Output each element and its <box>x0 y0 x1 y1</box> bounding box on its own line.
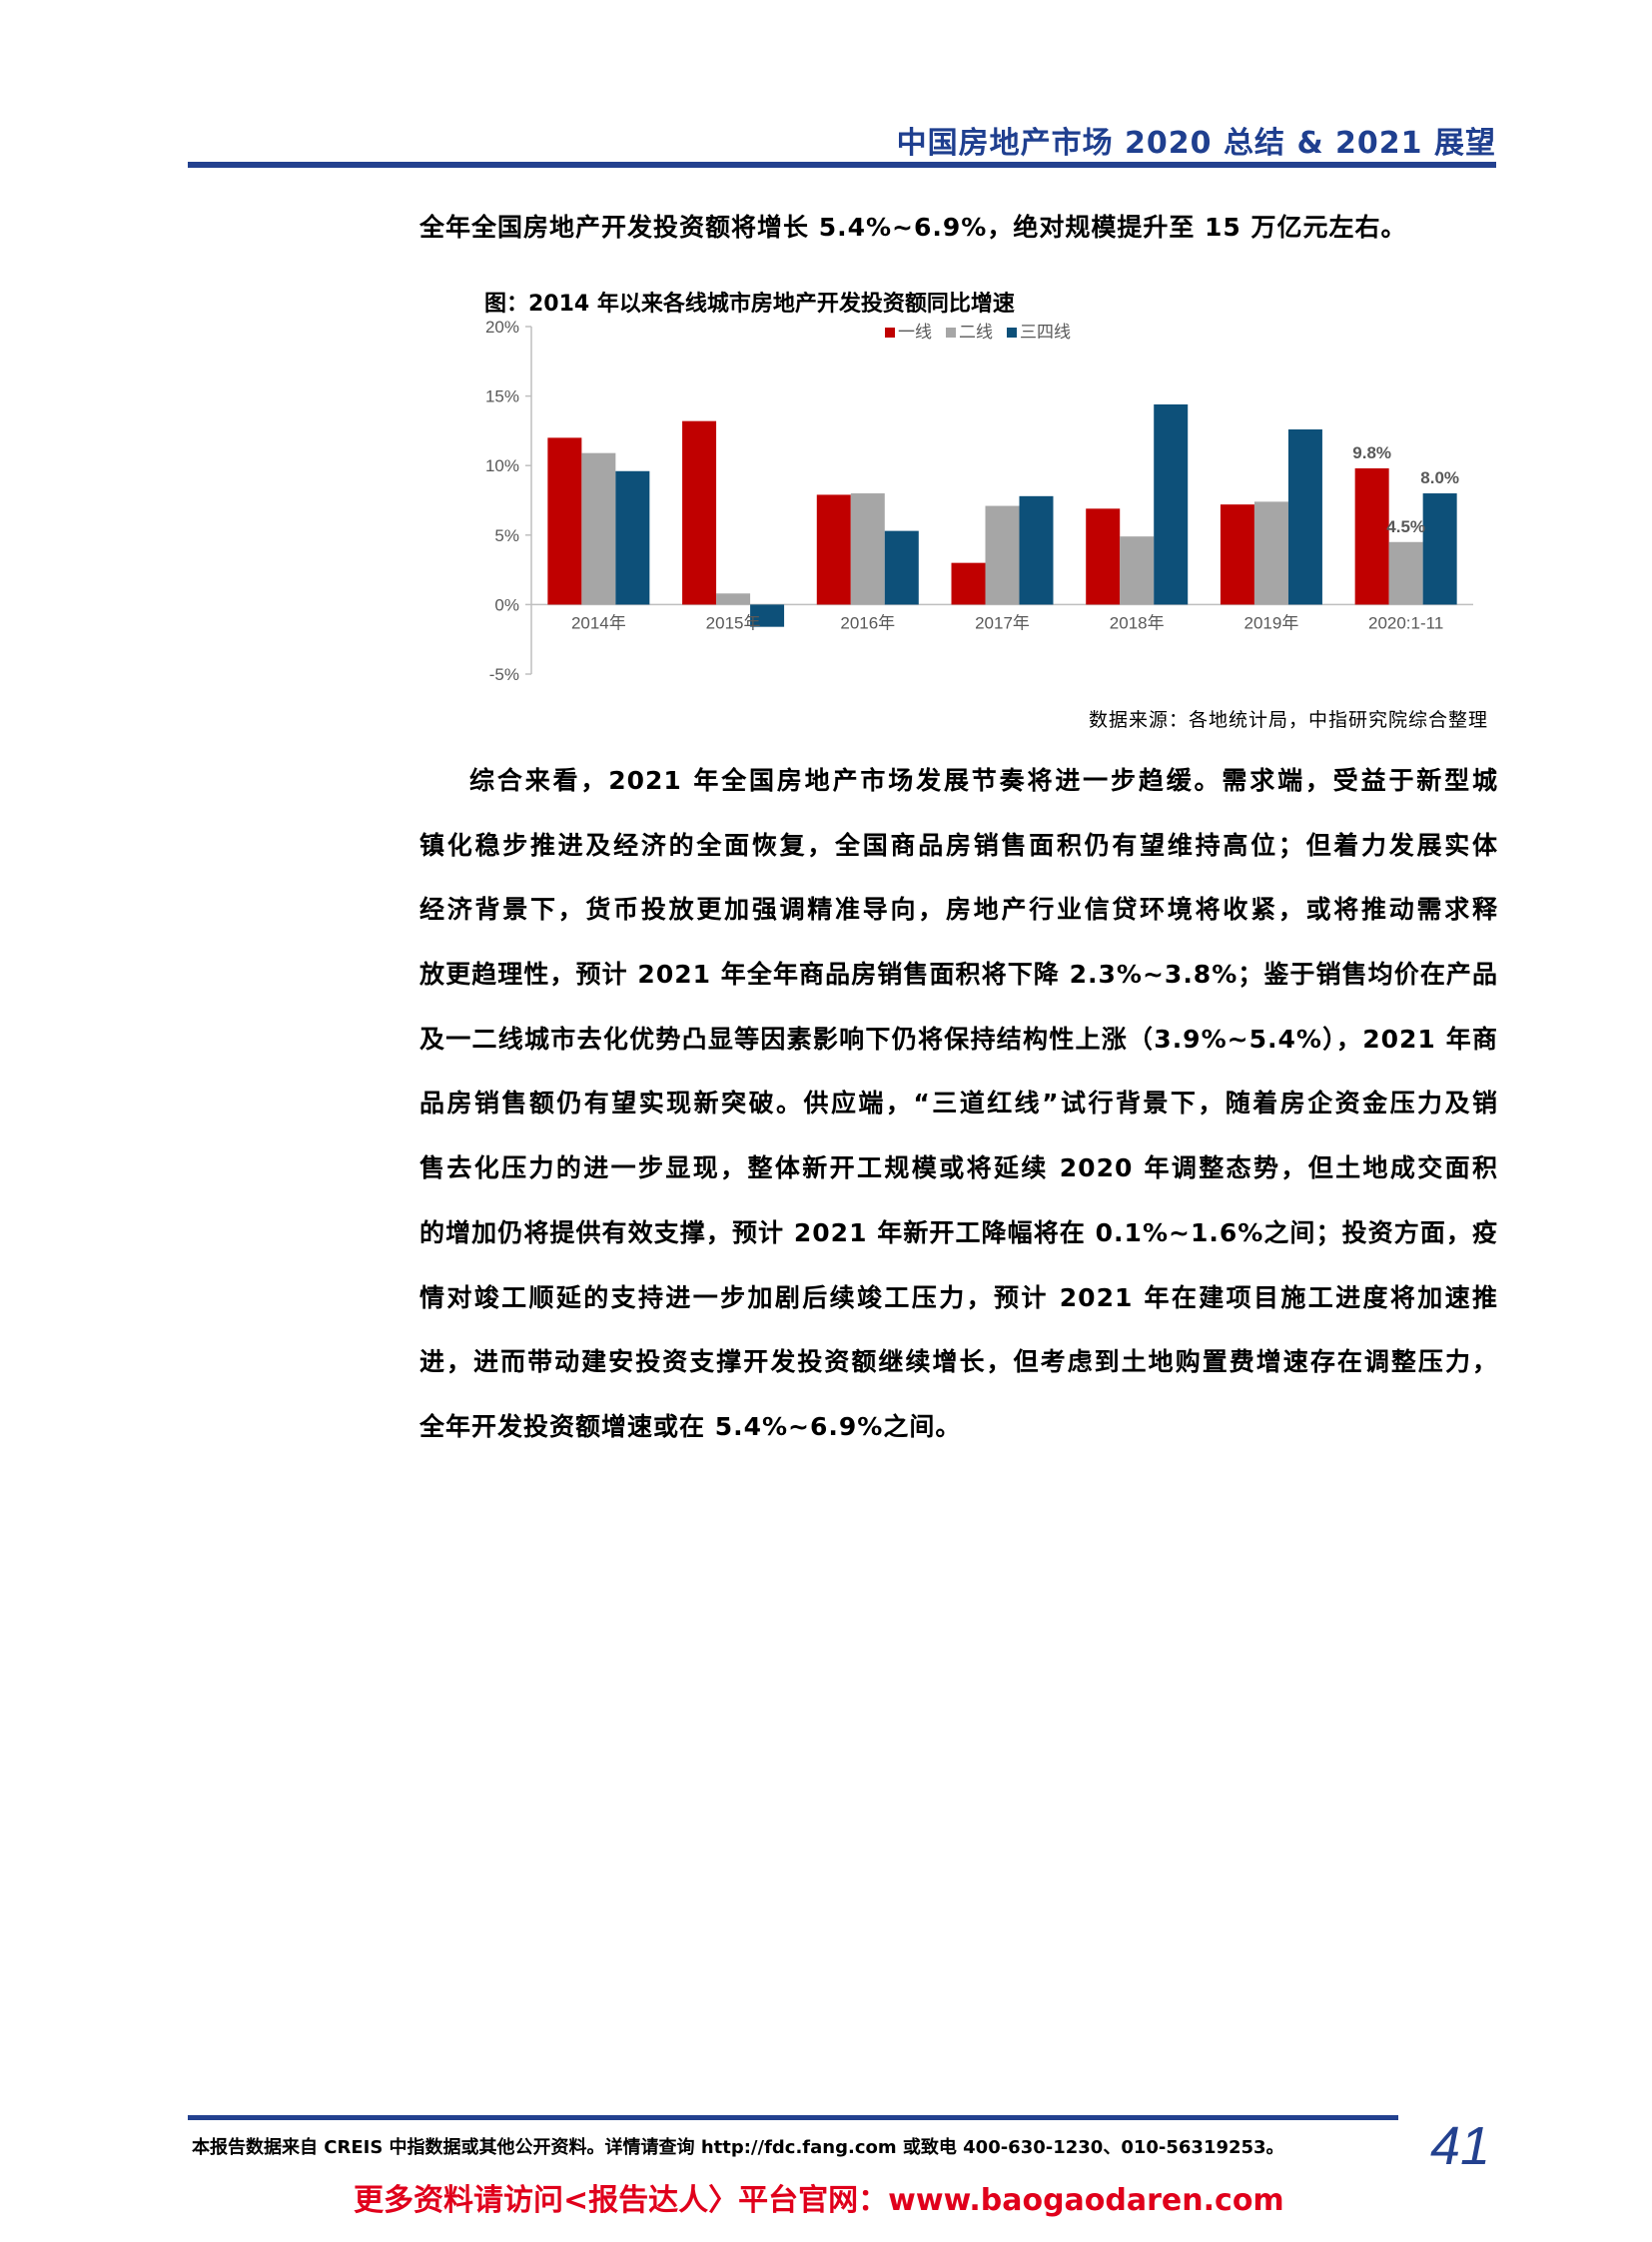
data-label: 4.5% <box>1386 517 1425 536</box>
report-header-title: 中国房地产市场 2020 总结 & 2021 展望 <box>896 126 1496 161</box>
paragraph-line: 全年开发投资额增速或在 5.4%~6.9%之间。 <box>419 1411 962 1441</box>
bar-一线-2015年 <box>682 420 717 605</box>
legend-swatch-一线 <box>885 328 895 338</box>
x-tick-label: 2019年 <box>1244 613 1299 632</box>
y-tick-label: 10% <box>485 456 519 475</box>
footer-divider <box>188 2115 1398 2120</box>
y-tick-label: -5% <box>489 665 519 684</box>
body-paragraph: 综合来看，2021 年全国房地产市场发展节奏将进一步趋缓。需求端，受益于新型城镇… <box>419 762 1498 1473</box>
y-tick-label: 20% <box>485 318 519 337</box>
figure-source: 数据来源：各地统计局，中指研究院综合整理 <box>1088 709 1488 731</box>
paragraph-line: 的增加仍将提供有效支撑，预计 2021 年新开工降幅将在 0.1%~1.6%之间… <box>419 1217 1498 1247</box>
bar-一线-2019年 <box>1220 504 1254 605</box>
bar-三四线-2016年 <box>884 530 919 605</box>
bar-三四线-2014年 <box>615 470 650 605</box>
paragraph-line: 放更趋理性，预计 2021 年全年商品房销售面积将下降 2.3%~3.8%；鉴于… <box>419 960 1498 990</box>
bar-一线-2016年 <box>816 494 851 605</box>
page-number: 41 <box>1430 2116 1491 2176</box>
header-divider <box>188 162 1496 168</box>
x-tick-label: 2014年 <box>571 613 626 632</box>
bar-chart-svg: -5% 0% 5% 10% 15% 20% 2014年 2015年 2016年 2017年 2018… <box>485 318 1473 684</box>
paragraph-line: 进，进而带动建安投资支撑开发投资额继续增长，但考虑到土地购置费增速存在调整压力， <box>419 1347 1498 1377</box>
bar-二线-2018年 <box>1120 536 1155 605</box>
data-label: 8.0% <box>1420 468 1459 487</box>
paragraph-line: 综合来看，2021 年全国房地产市场发展节奏将进一步趋缓。需求端，受益于新型城 <box>469 766 1498 795</box>
bar-一线-2017年 <box>951 562 986 605</box>
footer-data-note: 本报告数据来自 CREIS 中指数据或其他公开资料。详情请查询 http://f… <box>192 2137 1284 2158</box>
legend-label-三四线: 三四线 <box>1020 323 1071 343</box>
data-label: 9.8% <box>1352 443 1391 462</box>
bar-三四线-2017年 <box>1019 495 1054 605</box>
x-tick-label: 2017年 <box>975 613 1030 632</box>
paragraph-line: 品房销售额仍有望实现新突破。供应端，“三道红线”试行背景下，随着房企资金压力及销 <box>419 1089 1498 1119</box>
legend-label-一线: 一线 <box>898 323 932 343</box>
bar-chart: -5% 0% 5% 10% 15% 20% 2014年 2015年 2016年 2017年 2018… <box>469 315 1478 694</box>
bar-二线-2015年 <box>716 593 751 605</box>
bar-一线-2020:1-11 <box>1354 467 1389 605</box>
promo-link[interactable]: 更多资料请访问<报告达人〉平台官网：www.baogaodaren.com <box>354 2183 1284 2218</box>
bar-二线-2017年 <box>985 505 1020 605</box>
bar-三四线-2015年 <box>750 604 785 627</box>
bar-二线-2019年 <box>1253 501 1288 605</box>
bar-一线-2018年 <box>1086 508 1121 605</box>
x-tick-label: 2016年 <box>840 613 895 632</box>
figure-title: 图：2014 年以来各线城市房地产开发投资额同比增速 <box>484 292 1015 317</box>
y-tick-label: 5% <box>494 526 519 545</box>
legend-label-二线: 二线 <box>959 323 993 343</box>
x-tick-label: 2020:1-11 <box>1368 613 1443 632</box>
bar-三四线-2020:1-11 <box>1422 493 1457 605</box>
y-tick-label: 15% <box>485 387 519 406</box>
lead-sentence: 全年全国房地产开发投资额将增长 5.4%~6.9%，绝对规模提升至 15 万亿元… <box>419 213 1407 242</box>
paragraph-line: 情对竣工顺延的支持进一步加剧后续竣工压力，预计 2021 年在建项目施工进度将加… <box>419 1282 1498 1312</box>
bar-二线-2020:1-11 <box>1388 541 1423 605</box>
paragraph-line: 及一二线城市去化优势凸显等因素影响下仍将保持结构性上涨（3.9%~5.4%），2… <box>419 1024 1498 1054</box>
x-tick-label: 2018年 <box>1110 613 1165 632</box>
paragraph-line: 经济背景下，货币投放更加强调精准导向，房地产行业信贷环境将收紧，或将推动需求释 <box>419 895 1498 925</box>
bar-三四线-2018年 <box>1154 403 1189 605</box>
bar-三四线-2019年 <box>1287 429 1322 605</box>
legend-swatch-三四线 <box>1007 328 1017 338</box>
bar-二线-2014年 <box>581 452 616 605</box>
bar-一线-2014年 <box>547 437 582 605</box>
y-tick-label: 0% <box>494 595 519 614</box>
bar-二线-2016年 <box>850 493 885 605</box>
paragraph-line: 售去化压力的进一步显现，整体新开工规模或将延续 2020 年调整态势，但土地成交… <box>419 1153 1498 1183</box>
legend-swatch-二线 <box>946 328 956 338</box>
x-tick-label: 2015年 <box>706 613 761 632</box>
paragraph-line: 镇化稳步推进及经济的全面恢复，全国商品房销售面积仍有望维持高位；但着力发展实体 <box>419 830 1498 860</box>
